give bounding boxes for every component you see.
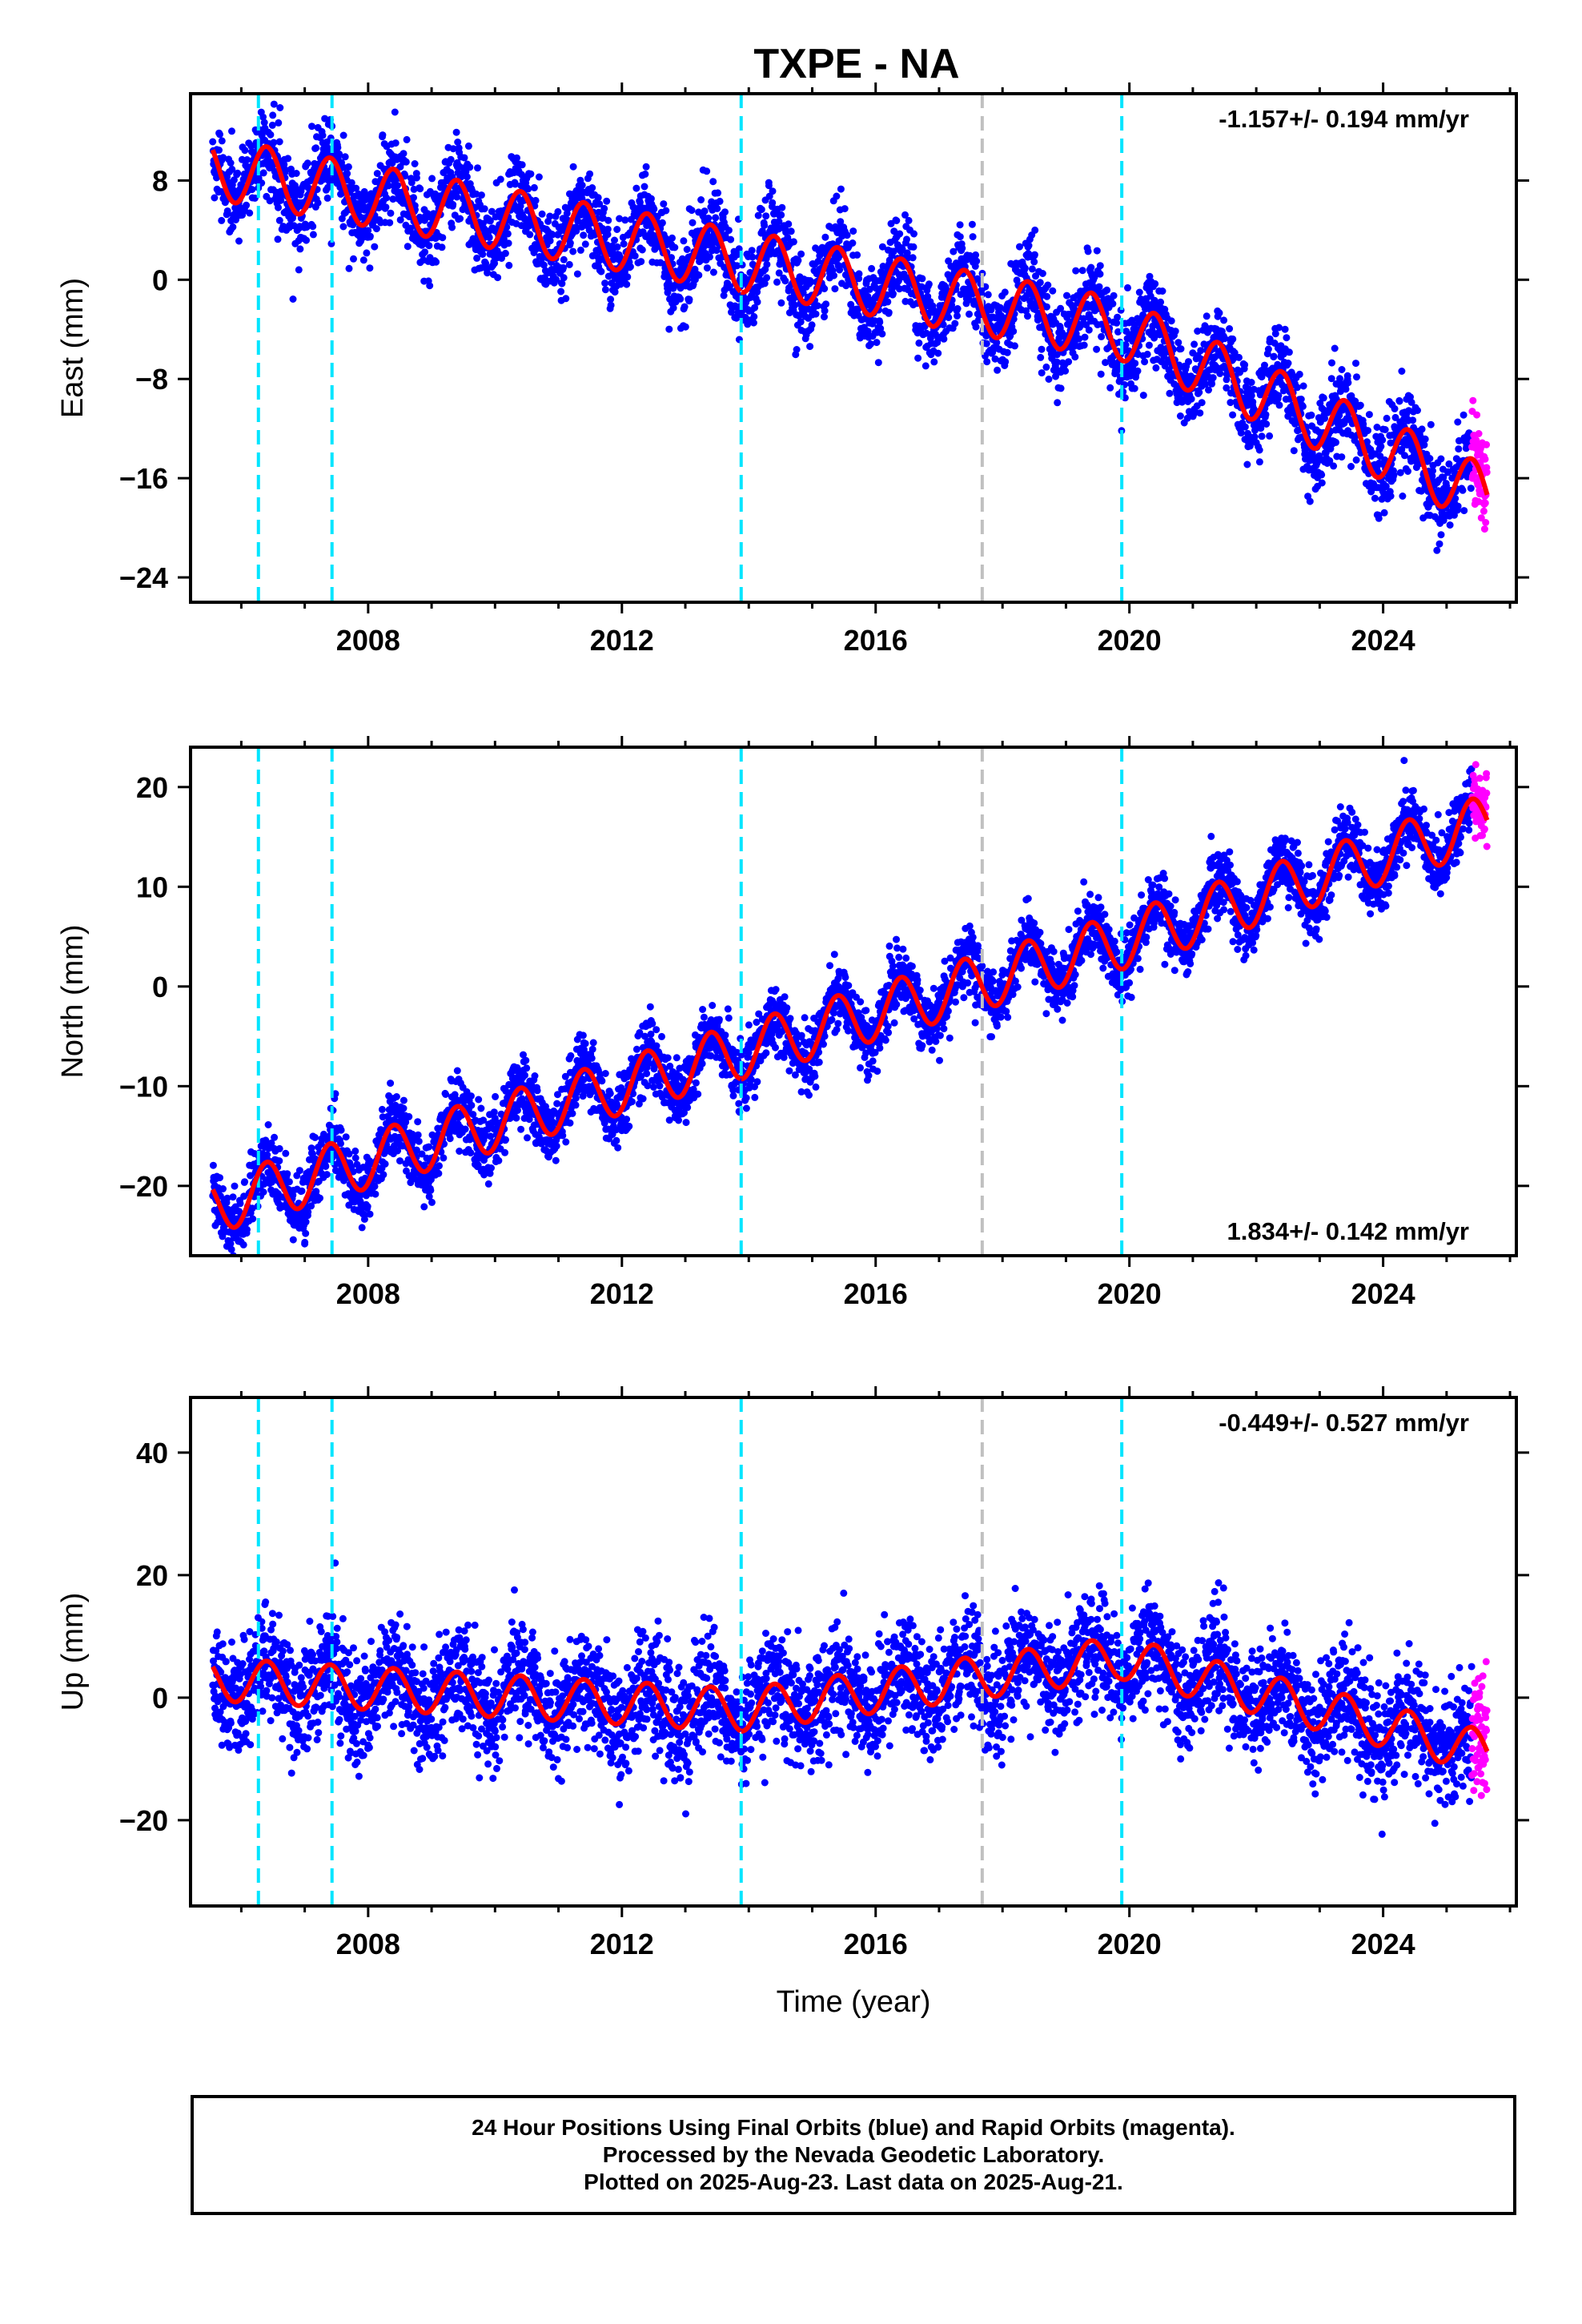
x-tick-label: 2012 [590, 624, 654, 657]
x-tick-label: 2020 [1098, 1928, 1162, 1960]
x-axis-label: Time (year) [777, 1985, 931, 2019]
y-tick-label: −20 [119, 1170, 168, 1203]
model-fit-line [210, 143, 1490, 509]
chart-title: TXPE - NA [753, 41, 959, 87]
model-fit-line [211, 1638, 1490, 1765]
x-tick-label: 2012 [590, 1928, 654, 1960]
x-tick-label: 2016 [844, 1277, 908, 1310]
x-tick-label: 2024 [1351, 624, 1415, 657]
footer-line-3: Plotted on 2025-Aug-23. Last data on 202… [584, 2169, 1123, 2194]
y-tick-label: −24 [119, 561, 168, 594]
y-tick-label: 10 [136, 870, 168, 903]
plot-area-up [209, 1397, 1491, 1906]
footer-line-2: Processed by the Nevada Geodetic Laborat… [602, 2142, 1105, 2167]
y-axis-label: North (mm) [56, 924, 90, 1078]
x-tick-label: 2024 [1351, 1928, 1415, 1960]
final-orbit-points [209, 1559, 1476, 1838]
plot-frame [189, 92, 1518, 604]
y-tick-label: 20 [136, 1559, 168, 1592]
panel-up: 2008 2012 2016 2020 2024 −20 0 20 40 Up (mm) -0.44… [56, 1386, 1529, 1960]
y-tick-label: 40 [136, 1437, 168, 1470]
model-fit-line [211, 796, 1490, 1230]
y-tick-label: 0 [152, 971, 168, 1003]
plot-area-north [209, 747, 1491, 1256]
y-tick-label: −20 [119, 1804, 168, 1837]
y-axis-label: East (mm) [56, 278, 90, 418]
rate-label: -1.157+/- 0.194 mm/yr [1219, 105, 1469, 133]
footer-line-1: 24 Hour Positions Using Final Orbits (bl… [472, 2115, 1235, 2140]
plot-frame [189, 1396, 1518, 1908]
footer-box: 24 Hour Positions Using Final Orbits (bl… [191, 2095, 1516, 2215]
panel-north: 2008 2012 2016 2020 2024 −20 −10 0 10 20 North (mm… [56, 736, 1529, 1310]
rapid-orbit-points [1468, 1658, 1491, 1799]
panel-east: 2008 2012 2016 2020 2024 −24 −16 −8 0 8 East (mm) -… [56, 82, 1529, 657]
plot-frame [189, 746, 1518, 1257]
final-orbit-points [209, 100, 1476, 554]
plot-area-east [209, 94, 1491, 602]
rate-label: -0.449+/- 0.527 mm/yr [1219, 1409, 1469, 1437]
x-tick-label: 2008 [336, 624, 400, 657]
final-orbit-points [209, 757, 1476, 1256]
x-tick-label: 2024 [1351, 1277, 1415, 1310]
y-tick-label: 8 [152, 164, 168, 197]
x-tick-label: 2016 [844, 624, 908, 657]
x-tick-label: 2020 [1098, 1277, 1162, 1310]
x-tick-label: 2008 [336, 1277, 400, 1310]
x-tick-label: 2020 [1098, 624, 1162, 657]
x-tick-label: 2016 [844, 1928, 908, 1960]
y-tick-label: −8 [135, 363, 168, 396]
y-axis-label: Up (mm) [56, 1593, 90, 1711]
y-tick-label: −10 [119, 1070, 168, 1103]
y-tick-label: 0 [152, 1682, 168, 1715]
x-tick-label: 2008 [336, 1928, 400, 1960]
y-tick-label: −16 [119, 462, 168, 495]
x-tick-label: 2012 [590, 1277, 654, 1310]
y-tick-label: 0 [152, 263, 168, 296]
y-tick-label: 20 [136, 771, 168, 804]
rate-label: 1.834+/- 0.142 mm/yr [1227, 1217, 1469, 1245]
